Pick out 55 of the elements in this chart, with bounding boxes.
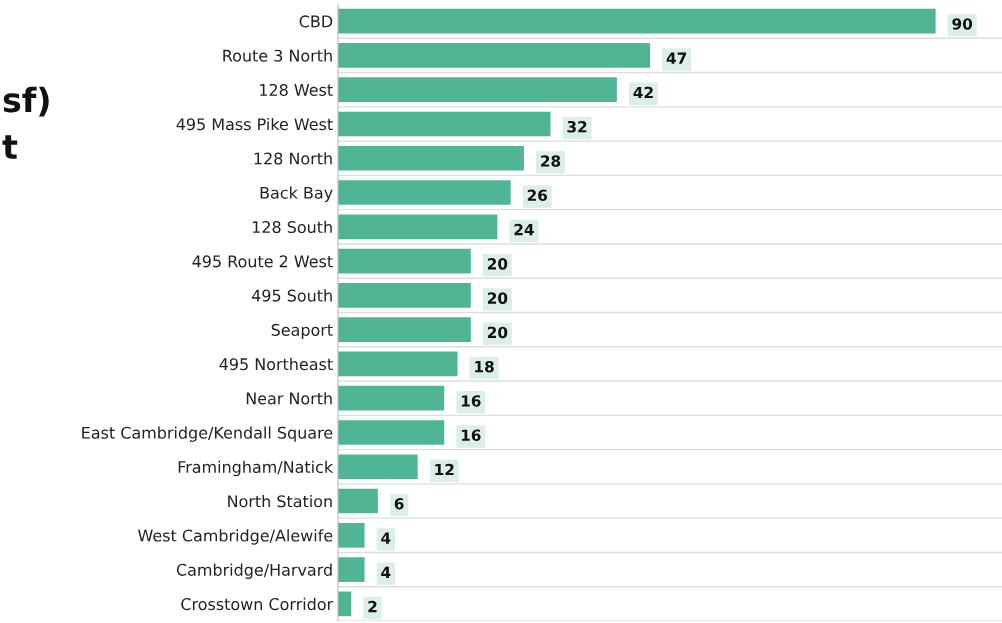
bar — [338, 351, 458, 377]
bar — [338, 522, 365, 548]
y-tick-label: Back Bay — [260, 186, 333, 202]
y-tick-label: East Cambridge/Kendall Square — [82, 426, 333, 442]
data-label: 20 — [487, 258, 508, 270]
bar — [338, 214, 498, 240]
bar — [338, 43, 651, 68]
bar — [338, 317, 471, 342]
y-tick-label: 128 South — [252, 220, 332, 234]
data-label: 16 — [461, 395, 481, 407]
bar — [338, 145, 524, 171]
y-tick-label: 128 North — [254, 152, 332, 165]
bar — [338, 557, 365, 582]
y-tick-label: Framingham/Natick — [178, 460, 334, 477]
data-label: 47 — [666, 52, 687, 64]
bar — [338, 454, 418, 480]
text: t — [2, 135, 18, 159]
bar — [338, 385, 445, 411]
y-tick-label: Route 3 North — [223, 49, 332, 62]
data-label: 28 — [541, 155, 561, 167]
data-label: 6 — [394, 498, 404, 510]
data-label: 42 — [633, 86, 653, 99]
data-label: 12 — [435, 463, 454, 476]
bar — [338, 111, 551, 137]
bar — [338, 248, 471, 274]
bar — [338, 77, 617, 103]
data-label: 32 — [567, 120, 587, 133]
bar — [338, 8, 936, 34]
bar — [338, 283, 471, 308]
y-tick-label: Seaport — [271, 323, 333, 340]
data-label: 2 — [368, 600, 377, 613]
y-tick-label: 495 South — [251, 289, 332, 302]
y-tick-label: Near North — [246, 392, 332, 405]
y-tick-label: 495 Mass Pike West — [176, 117, 333, 131]
data-label: 4 — [381, 566, 391, 578]
bar — [338, 488, 378, 514]
data-label: 4 — [381, 532, 391, 544]
bar — [338, 180, 511, 205]
y-tick-label: CBD — [299, 15, 333, 28]
data-label: 90 — [952, 18, 973, 30]
y-tick-label: 495 Route 2 West — [192, 255, 333, 268]
y-tick-label: West Cambridge/Alewife — [138, 529, 333, 545]
data-label: 20 — [487, 292, 508, 304]
data-label: 16 — [461, 429, 481, 442]
data-label: 24 — [514, 223, 534, 236]
y-tick-label: North Station — [228, 494, 332, 508]
y-tick-label: Cambridge/Harvard — [176, 563, 332, 579]
text: sf) — [3, 86, 49, 117]
y-tick-label: Crosstown Corridor — [181, 597, 334, 611]
data-label: 26 — [527, 189, 548, 202]
bar — [338, 420, 445, 445]
data-label: 20 — [487, 326, 508, 339]
data-label: 18 — [475, 360, 494, 373]
y-tick-label: 128 West — [260, 83, 333, 96]
y-tick-label: 495 Northeast — [219, 357, 333, 371]
